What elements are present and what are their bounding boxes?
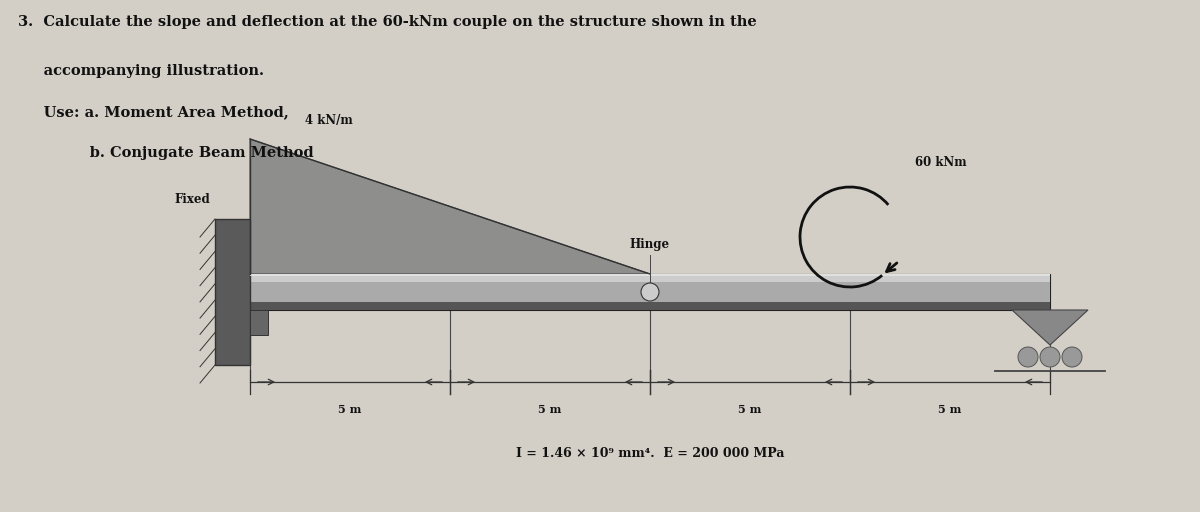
Bar	[250, 274, 1050, 282]
Circle shape	[1018, 347, 1038, 367]
Bar	[250, 282, 1050, 302]
Text: 60 kNm: 60 kNm	[916, 156, 967, 169]
Polygon shape	[250, 139, 650, 274]
Text: b. Conjugate Beam Method: b. Conjugate Beam Method	[18, 146, 313, 160]
Text: Fixed: Fixed	[174, 193, 210, 206]
Text: Hinge: Hinge	[630, 238, 670, 251]
Text: 5 m: 5 m	[338, 404, 361, 415]
Text: 3.  Calculate the slope and deflection at the 60-kNm couple on the structure sho: 3. Calculate the slope and deflection at…	[18, 15, 757, 29]
Circle shape	[1062, 347, 1082, 367]
Text: I = 1.46 × 10⁹ mm⁴.  E = 200 000 MPa: I = 1.46 × 10⁹ mm⁴. E = 200 000 MPa	[516, 447, 785, 460]
Text: 4 kN/m: 4 kN/m	[305, 114, 353, 127]
Bar	[215, 219, 250, 365]
Bar	[250, 302, 1050, 310]
Bar	[250, 274, 1050, 276]
Text: 5 m: 5 m	[738, 404, 762, 415]
Text: accompanying illustration.: accompanying illustration.	[18, 64, 264, 78]
Text: 5 m: 5 m	[938, 404, 961, 415]
Bar	[250, 310, 268, 335]
Polygon shape	[1012, 310, 1088, 345]
Circle shape	[1040, 347, 1060, 367]
Text: Use: a. Moment Area Method,: Use: a. Moment Area Method,	[18, 105, 289, 119]
Text: 5 m: 5 m	[539, 404, 562, 415]
Circle shape	[641, 283, 659, 301]
Bar	[250, 274, 1050, 310]
